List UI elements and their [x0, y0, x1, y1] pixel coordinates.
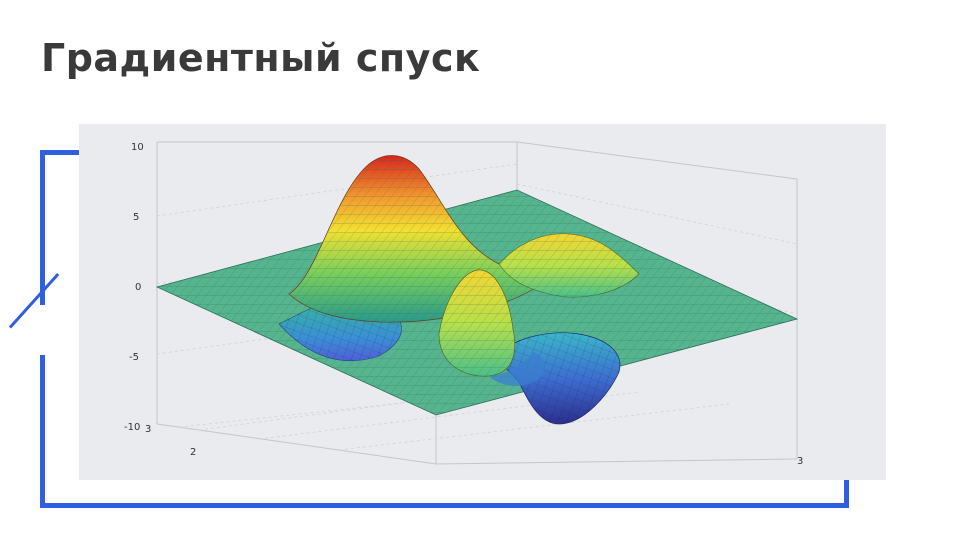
y-tick-3: 3	[797, 456, 803, 467]
surface-bump-shadow	[489, 352, 546, 386]
z-tick-5: 5	[133, 212, 139, 223]
frame-bottom	[40, 503, 849, 508]
z-tick-0: 0	[135, 282, 141, 293]
frame-left-lower	[40, 355, 45, 508]
z-tick-minus-5: -5	[129, 352, 139, 363]
frame-diagonal-break	[8, 272, 60, 329]
slide-title: Градиентный спуск	[41, 36, 481, 80]
z-tick-10: 10	[131, 142, 144, 153]
surface-plot: 10 5 0 -5 -10 3 2 3	[124, 141, 803, 467]
frame-left-upper	[40, 150, 45, 305]
surface-plot-panel: 10 5 0 -5 -10 3 2 3	[79, 124, 886, 480]
x-tick-2: 2	[190, 447, 196, 458]
frame-right-stub	[844, 478, 849, 508]
x-tick-3: 3	[145, 424, 151, 435]
frame-top-stub	[40, 150, 80, 155]
z-tick-minus-10: -10	[124, 422, 140, 433]
